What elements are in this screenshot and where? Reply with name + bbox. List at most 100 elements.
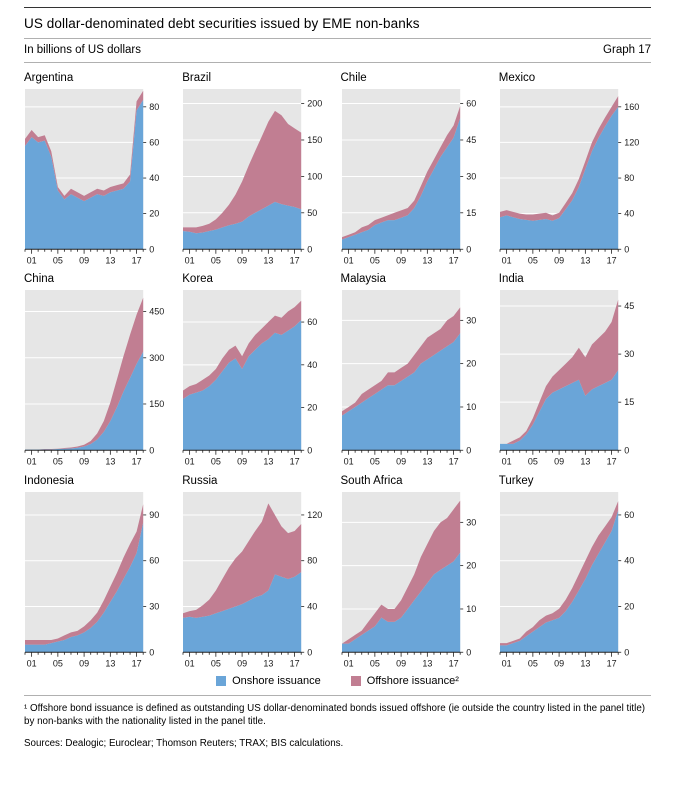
svg-text:80: 80 — [307, 555, 317, 565]
page-title: US dollar-denominated debt securities is… — [24, 16, 420, 31]
svg-text:09: 09 — [554, 658, 564, 668]
svg-text:45: 45 — [466, 135, 476, 145]
svg-text:01: 01 — [501, 255, 511, 265]
svg-text:01: 01 — [343, 658, 353, 668]
svg-text:80: 80 — [624, 173, 634, 183]
svg-text:150: 150 — [307, 135, 322, 145]
svg-text:0: 0 — [307, 446, 312, 456]
divider — [24, 62, 651, 63]
chart-panel-korea: Korea 01 05 09 13 17 0 20 40 60 — [182, 266, 334, 467]
svg-text:05: 05 — [53, 457, 63, 467]
svg-text:01: 01 — [343, 255, 353, 265]
svg-text:17: 17 — [448, 255, 458, 265]
svg-text:0: 0 — [149, 244, 154, 254]
svg-text:60: 60 — [149, 137, 159, 147]
svg-text:40: 40 — [624, 555, 634, 565]
svg-text:20: 20 — [149, 209, 159, 219]
area-chart-argentina: 01 05 09 13 17 0 20 40 60 80 — [24, 89, 159, 265]
svg-text:01: 01 — [27, 457, 37, 467]
svg-text:17: 17 — [606, 255, 616, 265]
svg-text:60: 60 — [624, 510, 634, 520]
svg-text:60: 60 — [466, 99, 476, 109]
svg-text:10: 10 — [466, 402, 476, 412]
area-chart-india: 01 05 09 13 17 0 15 30 45 — [499, 290, 634, 467]
panel-title-south-africa: South Africa — [340, 474, 403, 487]
svg-text:09: 09 — [79, 658, 89, 668]
svg-text:30: 30 — [466, 517, 476, 527]
area-chart-malaysia: 01 05 09 13 17 0 10 20 30 — [341, 290, 476, 467]
area-chart-russia: 01 05 09 13 17 0 40 80 120 — [182, 491, 322, 668]
svg-text:100: 100 — [307, 171, 322, 181]
svg-text:0: 0 — [307, 647, 312, 657]
svg-text:0: 0 — [307, 244, 312, 254]
svg-text:17: 17 — [448, 457, 458, 467]
svg-text:90: 90 — [149, 510, 159, 520]
panel-title-brazil: Brazil — [182, 72, 212, 84]
svg-text:09: 09 — [237, 457, 247, 467]
svg-text:13: 13 — [580, 658, 590, 668]
svg-text:05: 05 — [528, 255, 538, 265]
chart-panel-india: India 01 05 09 13 17 0 15 30 45 — [499, 266, 651, 467]
svg-text:40: 40 — [307, 360, 317, 370]
legend: Onshore issuance Offshore issuance² — [24, 669, 651, 695]
svg-text:17: 17 — [290, 658, 300, 668]
svg-text:13: 13 — [422, 457, 432, 467]
chart-panel-chile: Chile 01 05 09 13 17 0 15 30 45 60 — [341, 65, 493, 266]
area-chart-brazil: 01 05 09 13 17 0 50 100 150 200 — [182, 89, 322, 265]
svg-text:13: 13 — [264, 255, 274, 265]
svg-text:40: 40 — [307, 601, 317, 611]
svg-text:15: 15 — [466, 208, 476, 218]
svg-text:05: 05 — [369, 255, 379, 265]
svg-text:01: 01 — [185, 658, 195, 668]
svg-text:0: 0 — [466, 647, 471, 657]
subtitle-row: In billions of US dollars Graph 17 — [24, 39, 651, 62]
svg-text:01: 01 — [27, 658, 37, 668]
svg-text:0: 0 — [624, 446, 629, 456]
svg-text:120: 120 — [624, 137, 639, 147]
svg-text:13: 13 — [264, 457, 274, 467]
chart-panel-indonesia: Indonesia 01 05 09 13 17 0 30 60 90 — [24, 468, 176, 669]
area-chart-mexico: 01 05 09 13 17 0 40 80 120 160 — [499, 89, 639, 265]
svg-text:15: 15 — [624, 397, 634, 407]
svg-text:0: 0 — [149, 647, 154, 657]
panel-title-china: China — [24, 273, 55, 286]
svg-text:450: 450 — [149, 307, 164, 317]
svg-text:20: 20 — [466, 359, 476, 369]
svg-text:05: 05 — [369, 658, 379, 668]
legend-label: Onshore issuance — [232, 674, 321, 687]
legend-swatch-onshore — [216, 675, 227, 686]
svg-text:09: 09 — [79, 255, 89, 265]
svg-text:40: 40 — [624, 209, 634, 219]
charts-grid: Argentina 01 05 09 13 17 0 20 40 60 80 Brazil 01 05 09… — [24, 65, 651, 669]
svg-text:09: 09 — [554, 255, 564, 265]
divider — [24, 38, 651, 39]
svg-text:01: 01 — [27, 255, 37, 265]
svg-text:05: 05 — [528, 658, 538, 668]
svg-text:17: 17 — [606, 658, 616, 668]
svg-text:01: 01 — [185, 457, 195, 467]
svg-text:10: 10 — [466, 604, 476, 614]
panel-title-india: India — [498, 273, 524, 286]
svg-text:0: 0 — [466, 446, 471, 456]
chart-panel-turkey: Turkey 01 05 09 13 17 0 20 40 60 — [499, 468, 651, 669]
svg-text:0: 0 — [149, 446, 154, 456]
svg-text:09: 09 — [396, 658, 406, 668]
footnote-block: ¹ Offshore bond issuance is defined as o… — [24, 694, 651, 751]
svg-text:05: 05 — [211, 457, 221, 467]
svg-text:09: 09 — [237, 658, 247, 668]
legend-label: Offshore issuance² — [366, 674, 459, 687]
svg-text:13: 13 — [422, 658, 432, 668]
svg-text:20: 20 — [307, 403, 317, 413]
svg-text:09: 09 — [396, 255, 406, 265]
area-chart-turkey: 01 05 09 13 17 0 20 40 60 — [499, 491, 634, 668]
svg-text:01: 01 — [343, 457, 353, 467]
chart-panel-mexico: Mexico 01 05 09 13 17 0 40 80 120 160 — [499, 65, 651, 266]
svg-text:0: 0 — [624, 244, 629, 254]
svg-text:60: 60 — [307, 317, 317, 327]
svg-text:17: 17 — [132, 658, 142, 668]
svg-text:150: 150 — [149, 399, 164, 409]
report-page: US dollar-denominated debt securities is… — [24, 7, 651, 751]
svg-text:17: 17 — [132, 255, 142, 265]
sources-line: Sources: Dealogic; Euroclear; Thomson Re… — [24, 738, 344, 750]
panel-title-russia: Russia — [182, 474, 218, 487]
